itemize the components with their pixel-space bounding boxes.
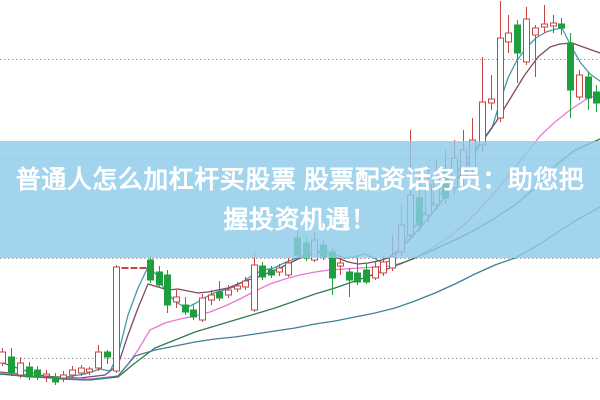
promo-banner: 普通人怎么加杠杆买股票 股票配资话务员：助您把 握投资机遇！ [0,141,600,258]
candle-up [380,261,387,274]
candle-down [26,366,33,378]
candle-down [8,356,15,374]
candle-up [208,294,215,301]
candle-up [225,289,232,296]
candle-up [17,362,24,376]
candle-up [43,373,50,377]
candle-up [113,266,120,372]
candle-up [276,267,283,273]
candle-up [479,101,486,146]
candle-down [182,304,189,313]
candle-down [259,265,266,278]
limit-up-dash [139,267,147,269]
candle-down [156,271,163,286]
candle-down [104,351,111,358]
candle-down [514,24,521,54]
candle-down [363,269,370,283]
candle-down [593,91,600,104]
candle-down [147,259,154,281]
candle-up [60,374,67,379]
candle-down [268,269,275,276]
candle-up [532,27,539,36]
candle-up [372,266,379,279]
candle-up [95,351,102,369]
candle-up [199,297,206,321]
limit-up-dash [121,267,129,269]
candle-down [558,23,565,29]
candle-up [251,264,258,311]
candle-up [488,98,495,104]
limit-up-dash [130,267,138,269]
candle-up [523,18,530,63]
candle-up [541,23,548,28]
candle-up [0,351,6,364]
candle-up [173,296,180,303]
candle-up [550,22,557,27]
candle-up [69,369,76,376]
candle-up [234,285,241,290]
candle-up [242,280,249,288]
ma-slowest-steelblue [0,206,600,381]
candle-down [216,291,223,299]
candle-up [505,32,512,43]
candle-up [285,262,292,276]
candle-down [34,369,41,378]
candle-up [497,37,504,119]
promo-text-line2: 握投资机遇！ [223,205,377,234]
candle-up [337,262,344,267]
candle-down [190,309,197,318]
candle-down [567,42,574,91]
candle-up [389,256,396,269]
candle-down [585,76,592,99]
candle-down [164,274,171,306]
promo-text-line1: 普通人怎么加杠杆买股票 股票配资话务员：助您把 [15,165,585,194]
candle-down [52,376,59,383]
candle-up [86,368,93,373]
candle-up [576,74,583,98]
candle-down [346,271,353,281]
candle-down [354,272,361,283]
candle-up [78,367,85,374]
